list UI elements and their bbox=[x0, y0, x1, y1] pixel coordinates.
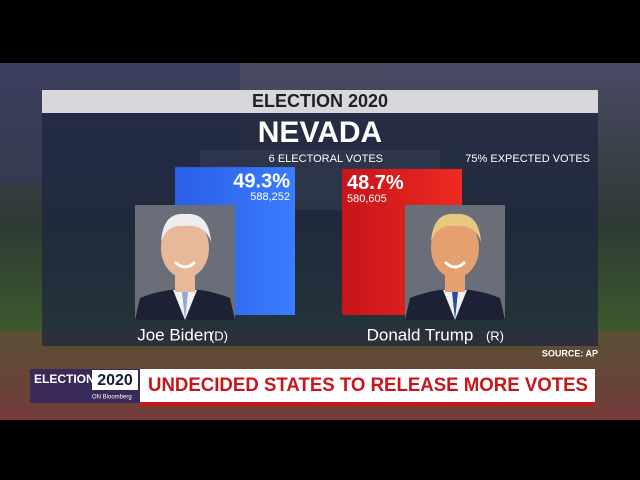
tie bbox=[182, 292, 188, 320]
vote-count: 580,605 bbox=[347, 193, 387, 205]
party: (R) bbox=[486, 328, 504, 343]
brand-year: 2020 bbox=[97, 372, 133, 389]
title: ELECTION 2020 bbox=[252, 91, 388, 111]
smile bbox=[173, 260, 197, 269]
expected-votes: 75% EXPECTED VOTES bbox=[465, 153, 590, 165]
headline-box bbox=[140, 369, 595, 402]
source: SOURCE: AP bbox=[542, 348, 598, 358]
brand-top: ELECTION bbox=[34, 372, 95, 386]
face bbox=[161, 218, 209, 278]
results-panel bbox=[42, 90, 598, 346]
smile bbox=[443, 260, 467, 269]
title-band bbox=[42, 90, 598, 113]
tie bbox=[452, 292, 458, 320]
candidate-name: Donald Trump bbox=[367, 325, 474, 344]
electoral-votes: 6 ELECTORAL VOTES bbox=[269, 153, 383, 165]
headline-stripe bbox=[140, 402, 595, 406]
hair bbox=[161, 213, 211, 242]
party: (D) bbox=[210, 328, 228, 343]
headline: UNDECIDED STATES TO RELEASE MORE VOTES bbox=[148, 375, 588, 396]
face bbox=[431, 218, 479, 278]
brand-year-box bbox=[92, 370, 138, 390]
vote-count: 588,252 bbox=[250, 191, 290, 203]
candidate-name: Joe Biden bbox=[137, 325, 213, 344]
brand-sub: ON Bloomberg bbox=[92, 395, 132, 401]
value-label: 48.7% bbox=[347, 172, 404, 194]
value-label: 49.3% bbox=[233, 170, 290, 192]
state-name: NEVADA bbox=[258, 116, 382, 149]
hair bbox=[431, 213, 481, 242]
